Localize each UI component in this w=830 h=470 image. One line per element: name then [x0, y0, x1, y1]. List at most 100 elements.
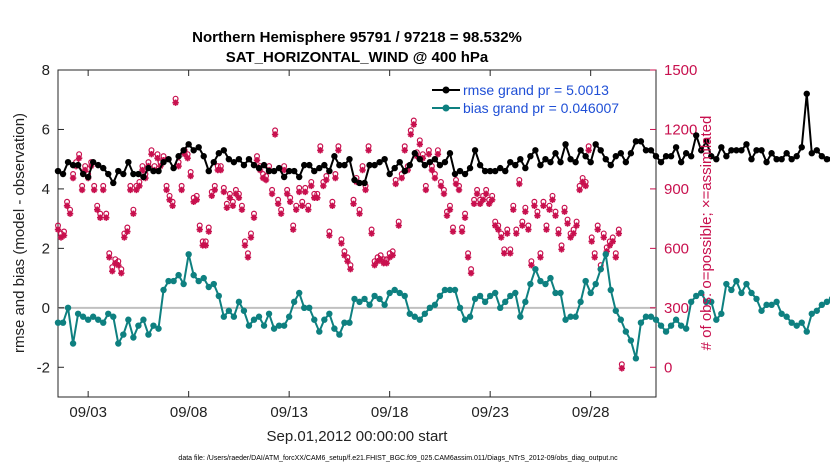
- obs-count-point: [585, 143, 592, 154]
- obs-count-point: [314, 190, 321, 202]
- obs-assimilated-marker: [308, 182, 315, 190]
- obs-count-point: [540, 198, 547, 209]
- obs-assimilated-marker: [618, 365, 626, 372]
- obs-assimilated-marker: [90, 186, 98, 194]
- obs-count-point: [365, 143, 372, 154]
- obs-assimilated-marker: [305, 206, 312, 213]
- obs-assimilated-marker: [395, 222, 402, 229]
- obs-assimilated-marker: [615, 230, 623, 237]
- rmse-point: [778, 155, 785, 163]
- obs-count-point: [561, 204, 568, 215]
- rmse-series: [54, 90, 830, 187]
- bias-point: [778, 310, 785, 317]
- bias-point: [677, 322, 685, 329]
- obs-assimilated-marker: [440, 190, 448, 198]
- obs-assimilated-marker: [223, 204, 231, 211]
- bias-point: [376, 295, 383, 303]
- bias-point: [753, 295, 760, 303]
- obs-assimilated-marker: [546, 206, 553, 213]
- obs-count-point: [582, 178, 589, 190]
- obs-assimilated-marker: [567, 234, 574, 241]
- chart-title-line2: SAT_HORIZONTAL_WIND @ 400 hPa: [226, 49, 489, 66]
- obs-assimilated-marker: [368, 230, 375, 237]
- rmse-point: [502, 167, 509, 175]
- rmse-point: [647, 147, 655, 154]
- bias-point: [572, 313, 579, 320]
- bias-point: [135, 322, 142, 329]
- obs-assimilated-marker: [491, 222, 499, 229]
- rmse-point: [632, 138, 640, 145]
- x-axis-label: Sep.01,2012 00:00:00 start: [267, 428, 449, 445]
- obs-count-point: [594, 222, 601, 233]
- obs-count-point: [289, 222, 297, 233]
- obs-count-point: [615, 226, 623, 237]
- bias-point: [245, 322, 253, 329]
- rmse-point: [486, 167, 494, 175]
- rmse-point: [240, 161, 248, 169]
- obs-assimilated-marker: [422, 186, 430, 194]
- bias-point: [456, 304, 464, 312]
- bias-point: [406, 310, 413, 317]
- bias-point: [240, 307, 248, 314]
- obs-count-point: [211, 182, 218, 194]
- obs-assimilated-marker: [57, 234, 65, 241]
- obs-count-point: [115, 258, 122, 269]
- obs-count-point: [60, 228, 68, 239]
- rmse-point: [718, 144, 725, 151]
- obs-assimilated-marker: [78, 186, 86, 194]
- obs-assimilated-marker: [434, 151, 442, 158]
- rmse-point: [682, 150, 690, 157]
- obs-count-point: [501, 246, 508, 257]
- obs-assimilated-marker: [344, 258, 351, 265]
- obs-assimilated-marker: [115, 262, 122, 269]
- obs-count-point: [507, 246, 514, 257]
- obs-count-point: [271, 127, 279, 138]
- obs-count-point: [431, 171, 439, 182]
- y2-tick-label: 0: [664, 359, 672, 376]
- bias-point: [74, 310, 82, 317]
- rmse-point: [607, 161, 614, 169]
- rmse-point: [255, 164, 263, 172]
- bias-point: [431, 301, 439, 309]
- obs-count-point: [609, 234, 616, 245]
- rmse-point: [175, 153, 182, 160]
- obs-assimilated-marker: [277, 210, 285, 217]
- obs-assimilated-marker: [217, 166, 225, 174]
- obs-assimilated-marker: [118, 269, 125, 277]
- rmse-point: [763, 158, 770, 166]
- bias-point: [275, 322, 283, 329]
- obs-assimilated-marker: [383, 260, 390, 267]
- rmse-point: [512, 161, 519, 169]
- obs-count-point: [54, 222, 62, 233]
- obs-assimilated-marker: [268, 190, 276, 198]
- rmse-point: [416, 155, 424, 163]
- obs-count-point: [229, 198, 237, 209]
- rmse-point: [346, 155, 353, 163]
- axis-ticks-group: 09/03 09/08 09/13 09/18 09/23 09/28 -2 0 2 4 6 8 0 30…: [37, 62, 698, 421]
- obs-assimilated-marker: [347, 265, 354, 273]
- obs-assimilated-marker: [341, 252, 348, 259]
- rmse-point: [396, 158, 403, 166]
- bias-point: [361, 295, 368, 303]
- bias-point: [703, 298, 710, 306]
- obs-assimilated-marker: [606, 242, 613, 249]
- bias-point: [54, 319, 62, 326]
- obs-assimilated-marker: [425, 151, 433, 158]
- bias-point: [84, 316, 92, 323]
- rmse-point: [225, 155, 233, 163]
- rmse-point: [813, 147, 821, 154]
- obs-count-point: [172, 95, 179, 106]
- obs-assimilated-marker: [507, 250, 514, 257]
- rmse-point: [788, 155, 795, 163]
- rmse-point: [155, 167, 162, 175]
- obs-count-point: [504, 226, 511, 237]
- rmse-point: [351, 176, 358, 184]
- rmse-point: [497, 164, 504, 172]
- obs-assimilated-marker: [139, 166, 146, 174]
- obs-assimilated-marker: [130, 210, 137, 217]
- obs-count-point: [317, 143, 324, 154]
- rmse-point: [657, 158, 665, 166]
- rmse-point: [476, 161, 484, 169]
- bias-point: [386, 289, 393, 297]
- rmse-point: [481, 167, 489, 175]
